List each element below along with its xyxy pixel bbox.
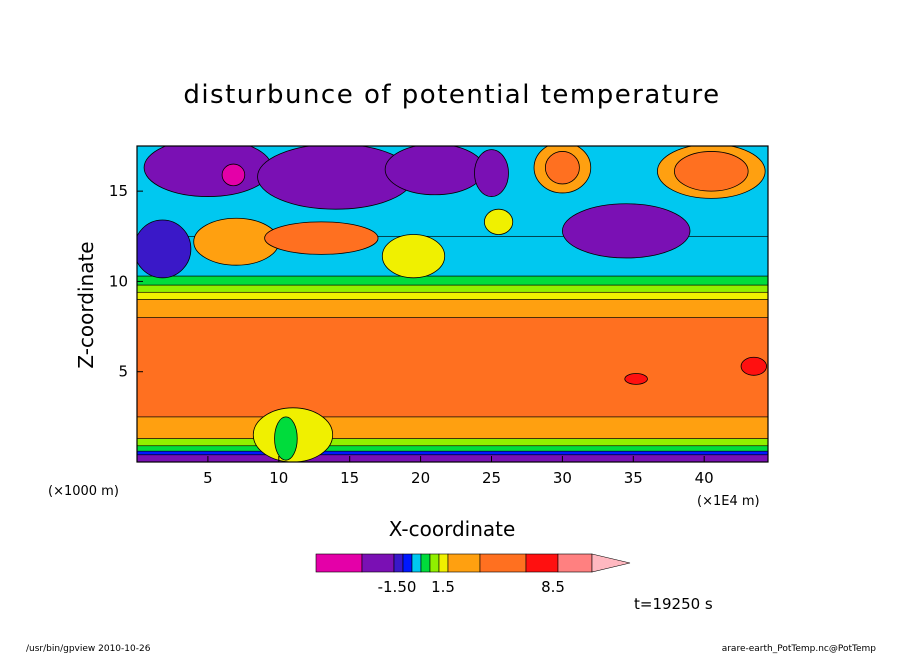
- contour-blob-15: [624, 373, 648, 385]
- legend-swatch-7: [438, 553, 449, 573]
- legend-arrow: [591, 553, 631, 573]
- legend-label-3: 8.5: [541, 578, 565, 596]
- legend-swatch-4: [411, 553, 422, 573]
- x-axis-label: X-coordinate: [389, 517, 516, 541]
- legend-swatch-1: [361, 553, 395, 573]
- contour-blob-18: [274, 416, 298, 461]
- x-unit-label-right: (×1E4 m): [697, 494, 760, 509]
- contour-blob-6: [544, 151, 580, 185]
- y-axis-label: Z-coordinate: [74, 241, 98, 368]
- contour-band-6: [137, 299, 768, 318]
- contour-band-4: [137, 416, 768, 439]
- x-tick-label-1: 10: [269, 469, 288, 487]
- contour-band-8: [137, 284, 768, 293]
- footer-left: /usr/bin/gpview 2010-10-26: [26, 644, 151, 654]
- x-tick-label-2: 15: [340, 469, 359, 487]
- x-tick-label-3: 20: [411, 469, 430, 487]
- contour-band-9: [137, 275, 768, 286]
- color-legend: [315, 553, 631, 573]
- contour-blob-13: [381, 234, 446, 279]
- contour-features: [137, 146, 767, 462]
- contour-band-2: [137, 445, 768, 452]
- y-tick-label-0: 5: [118, 363, 128, 381]
- contour-blob-4: [474, 149, 509, 197]
- footer-right: arare-earth_PotTemp.nc@PotTemp: [722, 644, 877, 654]
- y-axis-ticks: 5 10 15: [109, 182, 143, 381]
- contour-blob-0: [143, 146, 273, 197]
- x-tick-label-6: 35: [624, 469, 643, 487]
- contour-band-7: [137, 291, 768, 300]
- contour-blob-7: [561, 203, 691, 259]
- legend-swatch-10: [525, 553, 559, 573]
- x-tick-label-5: 30: [553, 469, 572, 487]
- x-unit-label-left: (×1000 m): [48, 484, 119, 499]
- contour-blob-3: [384, 146, 485, 196]
- x-tick-label-7: 40: [695, 469, 714, 487]
- time-label: t=19250 s: [634, 595, 713, 613]
- contour-blob-14: [484, 208, 514, 235]
- contour-band-3: [137, 438, 768, 447]
- legend-swatch-11: [557, 553, 593, 573]
- contour-band-0: [137, 454, 768, 462]
- contour-blob-10: [137, 219, 192, 279]
- legend-swatch-0: [315, 553, 363, 573]
- legend-swatch-8: [447, 553, 481, 573]
- y-tick-label-1: 10: [109, 272, 128, 290]
- legend-swatch-3: [402, 553, 413, 573]
- legend-swatch-5: [420, 553, 431, 573]
- legend-label-1: -1.50: [378, 578, 417, 596]
- contour-blob-1: [221, 163, 246, 187]
- legend-swatch-6: [429, 553, 440, 573]
- legend-swatch-2: [393, 553, 404, 573]
- contour-band-1: [137, 450, 768, 456]
- y-tick-label-2: 15: [109, 182, 128, 200]
- contour-blob-12: [264, 221, 379, 255]
- x-tick-label-0: 5: [203, 469, 213, 487]
- legend-label-2: 1.5: [431, 578, 455, 596]
- contour-blob-9: [674, 151, 749, 192]
- contour-band-5: [137, 317, 768, 418]
- x-axis-ticks: 5 10 15 20 25 30 35 40: [203, 456, 714, 487]
- chart-title: disturbunce of potential temperature: [183, 80, 720, 110]
- plot-frame: [136, 145, 769, 463]
- plot-area: [137, 146, 768, 462]
- contour-blob-16: [740, 356, 767, 376]
- x-tick-label-4: 25: [482, 469, 501, 487]
- legend-swatch-9: [479, 553, 527, 573]
